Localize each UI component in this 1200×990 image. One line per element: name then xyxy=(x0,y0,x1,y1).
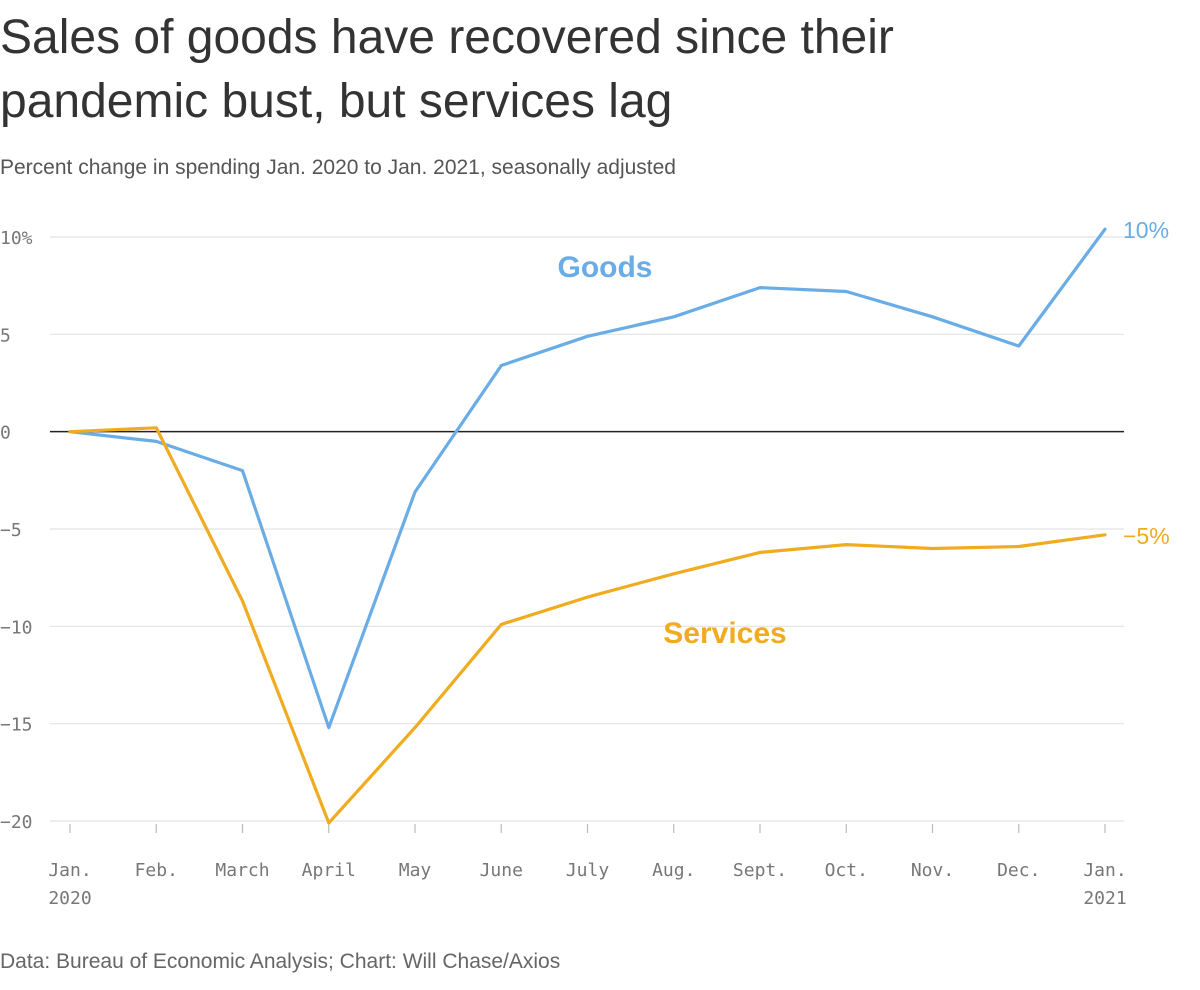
y-tick-label: −15 xyxy=(0,715,33,736)
y-tick-label: 10% xyxy=(0,228,33,249)
x-tick-label: 2020 xyxy=(48,888,91,909)
end-value-label-goods: 10% xyxy=(1123,217,1169,243)
x-tick-label: June xyxy=(480,860,523,881)
x-axis: Jan. 2020 Feb. March April May June July Aug. Sep… xyxy=(48,824,1127,909)
y-axis: 10% 5 0 −5 −10 −15 −20 xyxy=(0,228,33,833)
chart-title: Sales of goods have recovered since thei… xyxy=(0,11,894,128)
y-tick-label: 5 xyxy=(0,325,11,346)
y-tick-label: 0 xyxy=(0,423,11,444)
x-tick-label: July xyxy=(566,860,610,881)
x-tick-label: 2021 xyxy=(1083,888,1126,909)
y-tick-label: −20 xyxy=(0,812,33,833)
x-tick-label: April xyxy=(302,860,356,881)
series-line-goods xyxy=(68,227,1107,730)
gridlines xyxy=(50,236,1124,822)
y-tick-label: −5 xyxy=(0,520,22,541)
x-tick-label: May xyxy=(399,860,432,881)
chart-subtitle: Percent change in spending Jan. 2020 to … xyxy=(0,156,676,179)
series-line-services xyxy=(68,426,1107,825)
x-tick-label: Nov. xyxy=(911,860,954,881)
x-tick-label: Aug. xyxy=(652,860,695,881)
x-tick-label: March xyxy=(215,860,269,881)
y-tick-label: −10 xyxy=(0,617,33,638)
series-label-goods: Goods xyxy=(558,251,653,284)
series-lines xyxy=(68,227,1107,825)
x-tick-label: Dec. xyxy=(997,860,1040,881)
x-tick-label: Feb. xyxy=(135,860,178,881)
x-tick-label: Oct. xyxy=(825,860,868,881)
source-note: Data: Bureau of Economic Analysis; Chart… xyxy=(0,950,561,973)
x-tick-label: Jan. xyxy=(1083,860,1126,881)
x-tick-label: Jan. xyxy=(48,860,91,881)
end-value-label-services: −5% xyxy=(1123,523,1170,549)
series-labels: Goods 10% Services −5% xyxy=(558,217,1170,650)
x-tick-label: Sept. xyxy=(733,860,787,881)
series-label-services: Services xyxy=(663,617,786,650)
